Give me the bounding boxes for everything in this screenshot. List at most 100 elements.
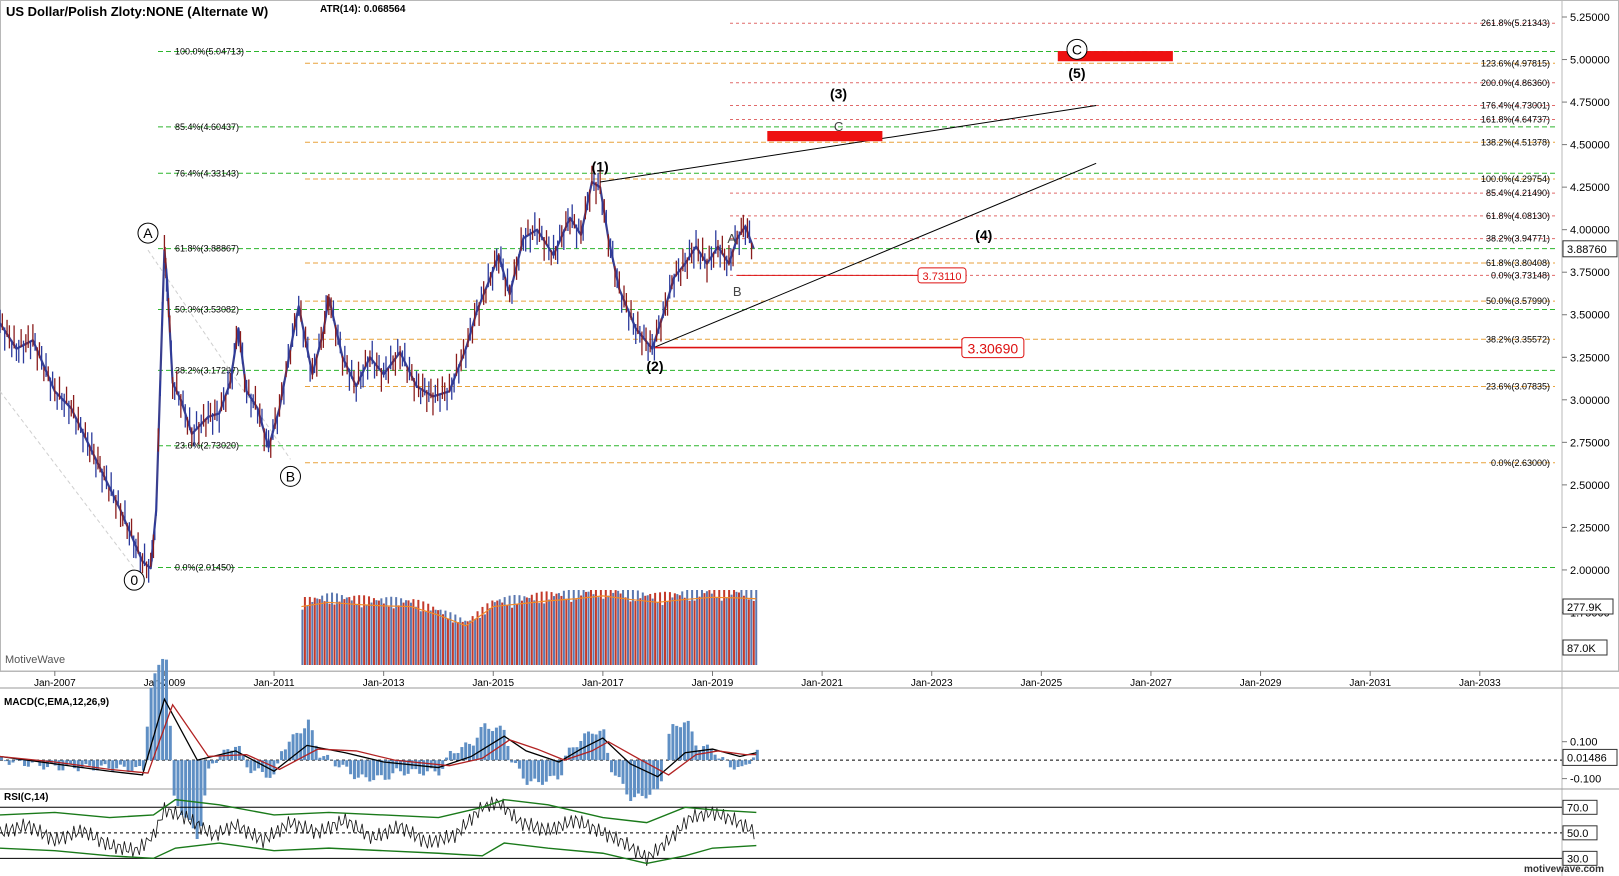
volume-bar: [308, 596, 311, 665]
volume-bar: [419, 611, 422, 665]
macd-histogram-bar: [464, 742, 468, 761]
macd-histogram-bar: [53, 760, 57, 766]
volume-max-box: [1562, 598, 1614, 615]
volume-bar: [518, 595, 521, 665]
rsi-tick-box: [1562, 799, 1598, 815]
macd-histogram-bar: [291, 734, 295, 761]
volume-bar: [345, 597, 348, 665]
volume-bar: [417, 599, 420, 665]
volume-bar: [407, 600, 410, 665]
time-tick-label: Jan-2015: [472, 678, 514, 689]
last-price-label: 3.88760: [1567, 244, 1607, 256]
volume-bar: [301, 609, 304, 665]
price-tick-label: 5.00000: [1570, 55, 1610, 67]
fib-label-green: 61.8%(3.88867): [175, 244, 239, 254]
volume-bar: [636, 590, 639, 665]
macd-histogram-bar: [667, 733, 671, 761]
macd-histogram-bar: [26, 760, 30, 767]
macd-histogram-bar: [84, 760, 88, 765]
macd-tick-label: -0.100: [1570, 774, 1601, 786]
macd-histogram-bar: [141, 760, 145, 771]
volume-bar: [641, 592, 644, 665]
macd-histogram-bar: [88, 760, 92, 766]
trendline: [654, 162, 1097, 348]
macd-histogram-bar: [475, 737, 479, 761]
volume-bar: [602, 598, 605, 665]
macd-histogram-bar: [755, 749, 759, 761]
volume-bar: [548, 599, 551, 665]
wave-label: (3): [830, 86, 847, 102]
macd-histogram-bar: [11, 760, 15, 763]
volume-bar: [434, 609, 437, 665]
time-tick-label: Jan-2033: [1459, 678, 1501, 689]
volume-bar: [446, 618, 449, 665]
macd-histogram-bar: [149, 687, 153, 761]
macd-histogram-bar: [713, 754, 717, 761]
fib-label-red: 61.8%(4.08130): [1486, 211, 1550, 221]
volume-bar: [368, 596, 371, 665]
macd-histogram-bar: [168, 725, 172, 761]
volume-bar: [617, 590, 620, 665]
volume-bar: [543, 603, 546, 665]
volume-bar: [550, 592, 553, 665]
price-tick-label: 4.50000: [1570, 140, 1610, 152]
fib-label-orange: 100.0%(4.29754): [1481, 174, 1550, 184]
macd-histogram-bar: [356, 760, 360, 778]
volume-bar: [400, 598, 403, 665]
volume-bar: [449, 612, 452, 665]
rsi-title: RSI(C,14): [4, 792, 48, 803]
macd-histogram-bar: [445, 757, 449, 761]
macd-histogram-bar: [644, 760, 648, 799]
atr-label: ATR(14): 0.068564: [320, 4, 406, 15]
fib-label-orange: 38.2%(3.35572): [1486, 334, 1550, 344]
time-tick-label: Jan-2017: [582, 678, 624, 689]
volume-bar: [451, 622, 454, 665]
volume-bar: [387, 606, 390, 665]
volume-bar: [405, 600, 408, 665]
macd-histogram-bar: [502, 729, 506, 761]
macd-histogram-bar: [138, 760, 142, 767]
macd-histogram-bar: [422, 760, 426, 776]
macd-histogram-bar: [690, 731, 694, 761]
macd-histogram-bar: [579, 740, 583, 761]
price-tick-label: 3.75000: [1570, 267, 1610, 279]
volume-bar: [624, 597, 627, 665]
macd-histogram-bar: [80, 760, 84, 769]
macd-histogram-bar: [318, 757, 322, 761]
macd-histogram-bar: [214, 760, 218, 763]
time-tick-label: Jan-2023: [911, 678, 953, 689]
macd-histogram-bar: [732, 760, 736, 770]
macd-histogram-bar: [567, 747, 571, 761]
volume-bar: [442, 614, 445, 665]
volume-bar: [365, 605, 368, 665]
volume-bar: [375, 600, 378, 665]
macd-histogram-bar: [717, 758, 721, 761]
wave-label-circle: [1066, 38, 1088, 60]
price-panel: [0, 0, 1619, 672]
trendline: [600, 104, 1097, 183]
volume-bar: [651, 598, 654, 665]
volume-bar: [464, 620, 467, 665]
volume-bar: [745, 590, 748, 665]
fib-label-green: 0.0%(2.01450): [175, 562, 234, 572]
macd-histogram-bar: [65, 760, 69, 766]
volume-bar: [471, 616, 474, 665]
macd-histogram-bar: [283, 749, 287, 761]
volume-bar: [671, 597, 674, 665]
volume-bar: [676, 594, 679, 665]
volume-bar: [370, 602, 373, 665]
macd-histogram-bar: [103, 760, 107, 765]
fib-label-orange: 23.6%(3.07835): [1486, 381, 1550, 391]
price-tick-label: 2.00000: [1570, 565, 1610, 577]
time-tick-label: Jan-2027: [1130, 678, 1172, 689]
macd-histogram-bar: [537, 760, 541, 783]
wave-label: C: [1072, 41, 1082, 57]
macd-histogram-bar: [479, 727, 483, 761]
volume-bar: [533, 600, 536, 665]
macd-histogram-bar: [23, 760, 27, 766]
volume-bar: [649, 593, 652, 665]
macd-histogram-bar: [157, 664, 161, 761]
volume-min-label: 87.0K: [1567, 643, 1596, 655]
volume-bar: [501, 602, 504, 665]
macd-histogram-bar: [303, 728, 307, 761]
